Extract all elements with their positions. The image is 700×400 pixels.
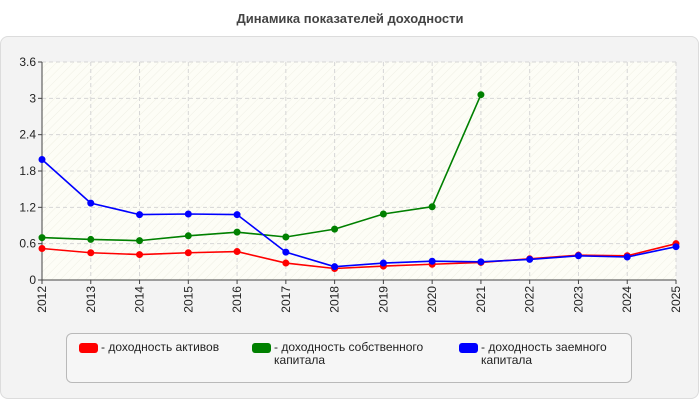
- legend-swatch-debt: [459, 343, 478, 353]
- x-tick-label: 2017: [279, 286, 293, 313]
- series-line-equity: [41, 94, 482, 242]
- data-point-assets: [233, 248, 241, 256]
- data-point-equity: [87, 235, 95, 243]
- data-point-assets: [87, 249, 95, 257]
- legend-label-assets: - доходность активов: [101, 340, 220, 354]
- data-point-debt: [233, 211, 241, 219]
- data-point-debt: [526, 255, 534, 263]
- data-point-assets: [136, 251, 144, 259]
- data-point-equity: [184, 232, 192, 240]
- data-point-equity: [136, 237, 144, 245]
- data-point-equity: [233, 228, 241, 236]
- x-tick-label: 2022: [523, 286, 537, 313]
- x-tick-label: 2023: [571, 286, 585, 313]
- data-point-equity: [428, 203, 436, 211]
- data-point-debt: [574, 252, 582, 260]
- legend: - доходность активов - доходность собств…: [66, 333, 632, 383]
- data-point-assets: [282, 259, 290, 267]
- x-tick-label: 2014: [133, 286, 147, 313]
- data-point-equity: [282, 233, 290, 241]
- data-point-debt: [282, 248, 290, 256]
- y-tick-label: 3: [29, 91, 36, 105]
- data-point-debt: [379, 259, 387, 267]
- legend-item-assets[interactable]: - доходность активов: [79, 341, 249, 354]
- data-point-debt: [477, 258, 485, 266]
- data-point-assets: [38, 245, 46, 253]
- y-tick-label: 2.4: [19, 128, 36, 142]
- data-point-debt: [428, 257, 436, 265]
- chart-title: Динамика показателей доходности: [236, 11, 464, 26]
- data-point-assets: [184, 249, 192, 257]
- y-tick-label: 0.6: [19, 237, 36, 251]
- y-tick-label: 1.2: [19, 200, 36, 214]
- x-tick-label: 2012: [35, 286, 49, 313]
- x-tick-label: 2020: [425, 286, 439, 313]
- x-tick-label: 2018: [328, 286, 342, 313]
- y-tick-label: 0: [29, 273, 36, 287]
- x-tick-label: 2013: [84, 286, 98, 313]
- legend-item-debt[interactable]: - доходность заемного капитала: [459, 341, 619, 367]
- x-tick-label: 2025: [669, 286, 683, 313]
- data-point-debt: [38, 155, 46, 163]
- data-point-equity: [477, 91, 485, 99]
- data-point-debt: [672, 243, 680, 251]
- data-point-debt: [87, 199, 95, 207]
- x-tick-label: 2015: [181, 286, 195, 313]
- data-point-equity: [379, 210, 387, 218]
- x-tick-label: 2016: [230, 286, 244, 313]
- y-tick-label: 3.6: [19, 55, 36, 69]
- y-tick-label: 1.8: [19, 164, 36, 178]
- legend-label-debt: - доходность заемного капитала: [481, 340, 607, 367]
- legend-swatch-assets: [79, 343, 98, 353]
- data-point-equity: [38, 234, 46, 242]
- legend-item-equity[interactable]: - доходность собственного капитала: [252, 341, 447, 367]
- data-point-debt: [623, 253, 631, 261]
- x-tick-label: 2019: [376, 286, 390, 313]
- x-tick-label: 2021: [474, 286, 488, 313]
- series-line-debt: [41, 158, 677, 268]
- data-point-debt: [136, 211, 144, 219]
- legend-swatch-equity: [252, 343, 271, 353]
- data-point-debt: [184, 210, 192, 218]
- x-tick-label: 2024: [620, 286, 634, 313]
- data-point-equity: [331, 225, 339, 233]
- legend-label-equity: - доходность собственного капитала: [274, 340, 424, 367]
- data-point-debt: [331, 263, 339, 271]
